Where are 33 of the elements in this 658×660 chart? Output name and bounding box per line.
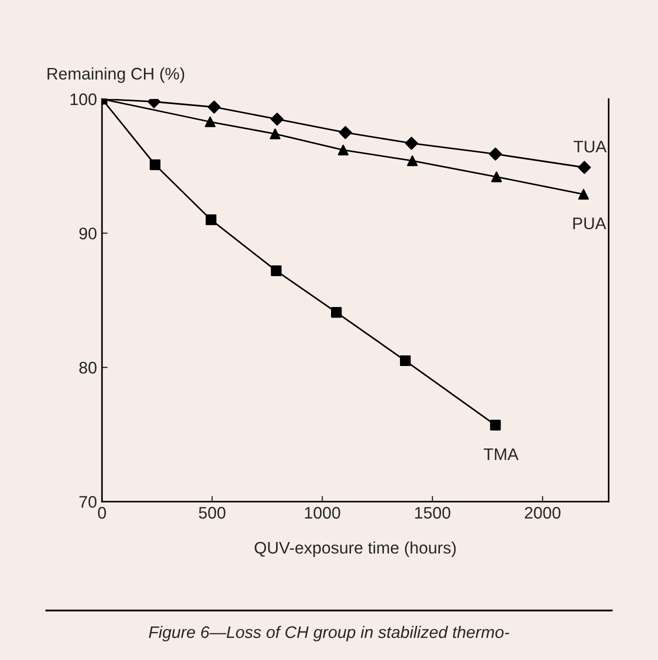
y-tick-label: 90: [79, 228, 96, 240]
point: [578, 188, 589, 200]
caption: Figure 6—Loss of CH group in stabilized thermo-: [148, 626, 510, 642]
x-tick-label: 2000: [524, 506, 560, 519]
point: [206, 214, 216, 226]
point: [491, 171, 502, 182]
x-tick-label: 1500: [415, 506, 450, 519]
point: [270, 128, 280, 140]
point: [331, 307, 342, 318]
x-axis-title: QUV-exposure time (hours): [254, 541, 456, 557]
series-label: TUA: [574, 140, 607, 152]
point: [270, 112, 284, 126]
y-tick-label: 80: [79, 362, 96, 374]
point: [208, 100, 221, 114]
x-tick-label: 500: [198, 506, 226, 519]
y-axis-title: Remaining CH (%): [48, 67, 184, 83]
x-tick-label: 0: [98, 506, 106, 519]
point: [204, 116, 216, 128]
point: [490, 420, 501, 430]
point: [488, 148, 502, 161]
point: [338, 126, 352, 140]
point: [404, 136, 418, 150]
x-tick-label: 1000: [305, 506, 340, 519]
point: [338, 144, 349, 156]
y-tick-label: 70: [79, 496, 96, 508]
point: [270, 265, 282, 276]
series-label: TMA: [484, 448, 519, 460]
point: [407, 155, 418, 166]
point: [578, 160, 591, 174]
y-tick-label: 100: [70, 93, 96, 106]
point: [400, 355, 411, 366]
point: [150, 159, 160, 170]
series-label: PUA: [573, 218, 606, 230]
